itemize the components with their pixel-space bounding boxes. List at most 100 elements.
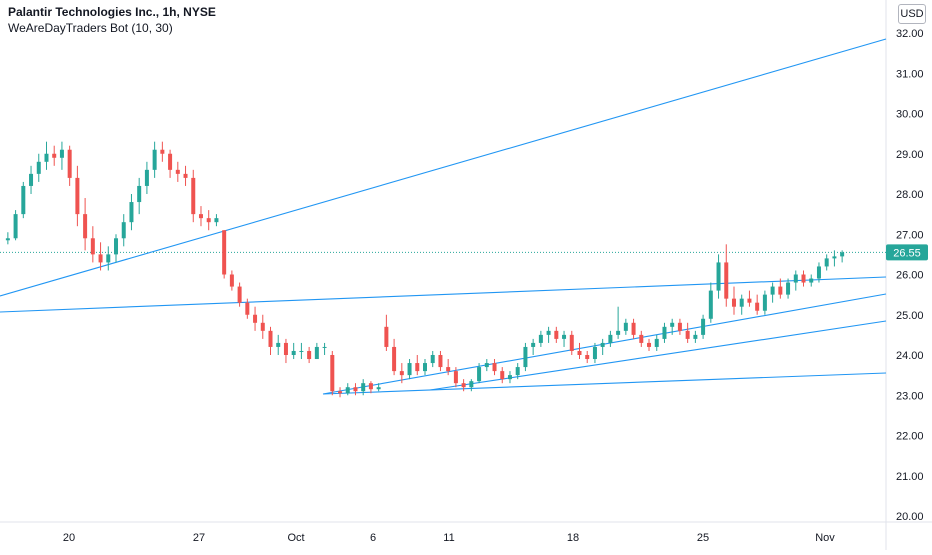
candle xyxy=(314,342,319,360)
candle xyxy=(515,363,520,380)
x-tick-label: Oct xyxy=(287,532,304,544)
y-tick-label: 32.00 xyxy=(896,28,924,40)
candle xyxy=(36,153,41,182)
candle xyxy=(438,350,443,372)
candle xyxy=(731,286,736,315)
candle xyxy=(716,254,721,299)
candle xyxy=(253,306,258,331)
currency-button[interactable]: USD xyxy=(898,4,926,24)
candle xyxy=(554,326,559,343)
trendline xyxy=(429,320,887,391)
candle xyxy=(245,298,250,319)
candle xyxy=(677,318,682,335)
candle xyxy=(538,330,543,347)
candle xyxy=(585,350,590,364)
current-price-badge xyxy=(886,244,928,261)
candle xyxy=(229,270,234,291)
y-tick-label: 27.00 xyxy=(896,229,924,241)
candle xyxy=(338,387,343,398)
candle xyxy=(654,334,659,351)
current-price-label: 26.55 xyxy=(893,247,921,259)
candle xyxy=(531,338,536,355)
candle xyxy=(361,379,366,396)
candle xyxy=(755,294,760,315)
candle xyxy=(569,330,574,355)
symbol-title[interactable]: Palantir Technologies Inc., 1h, NYSE xyxy=(8,5,216,19)
candle xyxy=(345,383,350,396)
y-tick-label: 24.00 xyxy=(896,350,924,362)
candle xyxy=(770,282,775,303)
candle xyxy=(191,169,196,223)
candle xyxy=(52,145,57,166)
candle xyxy=(330,350,335,396)
candle xyxy=(639,330,644,347)
candle xyxy=(214,214,219,227)
candle xyxy=(299,342,304,360)
candle xyxy=(59,141,64,170)
candle xyxy=(168,149,173,178)
candle xyxy=(786,278,791,299)
candle xyxy=(268,326,273,355)
candle xyxy=(98,242,103,271)
candle xyxy=(206,210,211,231)
candle xyxy=(623,318,628,335)
candle xyxy=(484,359,489,372)
candle xyxy=(592,342,597,364)
candle xyxy=(662,322,667,343)
candle xyxy=(198,206,203,227)
candle xyxy=(469,379,474,392)
candle xyxy=(701,314,706,339)
candle xyxy=(453,367,458,388)
x-tick-label: 25 xyxy=(697,532,709,544)
candle xyxy=(708,282,713,323)
y-tick-label: 28.00 xyxy=(896,189,924,201)
candle xyxy=(801,270,806,287)
y-tick-label: 31.00 xyxy=(896,68,924,80)
candle xyxy=(507,371,512,384)
candle xyxy=(762,290,767,315)
candle xyxy=(523,342,528,372)
chart-legend: Palantir Technologies Inc., 1h, NYSE WeA… xyxy=(8,4,216,36)
candle xyxy=(29,165,34,194)
candle xyxy=(384,314,389,351)
candle xyxy=(283,338,288,364)
candle xyxy=(546,326,551,343)
trendline xyxy=(322,372,887,395)
candle xyxy=(137,177,142,215)
candle xyxy=(121,214,126,247)
candle xyxy=(260,314,265,339)
candle xyxy=(809,274,814,287)
candle xyxy=(106,246,111,271)
x-tick-label: 20 xyxy=(63,532,75,544)
candle xyxy=(778,278,783,299)
candle xyxy=(114,234,119,263)
candle xyxy=(832,250,837,267)
trendline xyxy=(0,38,887,297)
candle xyxy=(685,322,690,343)
trendline xyxy=(0,276,887,313)
x-tick-label: 27 xyxy=(193,532,205,544)
candle xyxy=(276,334,281,355)
candle xyxy=(670,318,675,335)
candle xyxy=(492,359,497,376)
candle xyxy=(562,330,567,347)
candle xyxy=(477,363,482,384)
candle xyxy=(739,294,744,315)
candle xyxy=(152,141,157,178)
candle xyxy=(183,165,188,186)
y-tick-label: 22.00 xyxy=(896,431,924,443)
candle xyxy=(83,198,88,251)
candle xyxy=(407,359,412,380)
candle xyxy=(307,346,312,364)
candle xyxy=(322,342,327,355)
candle xyxy=(21,181,26,219)
candle xyxy=(647,338,652,351)
y-tick-label: 29.00 xyxy=(896,149,924,161)
candle xyxy=(291,342,296,360)
candle xyxy=(824,254,829,271)
candle xyxy=(90,226,95,263)
candle xyxy=(399,363,404,384)
indicator-title[interactable]: WeAreDayTraders Bot (10, 30) xyxy=(8,21,173,35)
